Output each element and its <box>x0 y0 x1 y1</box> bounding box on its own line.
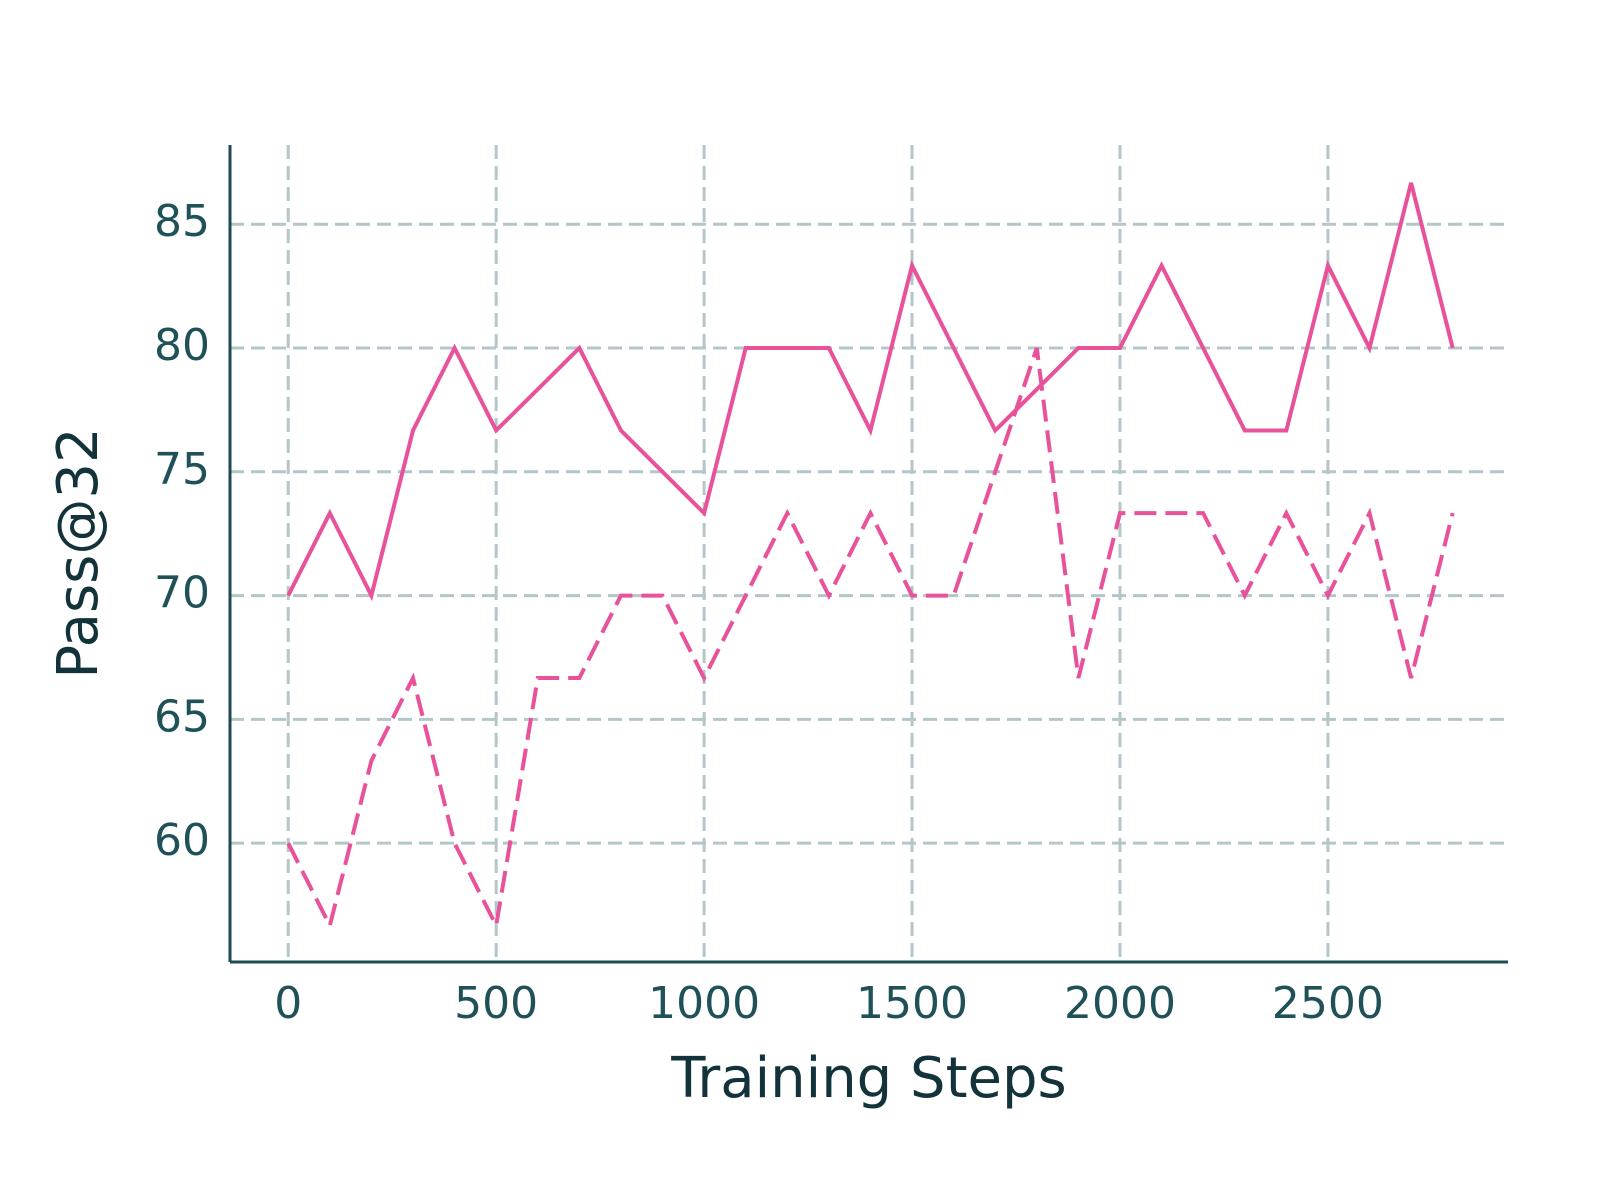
x-tick-label: 2500 <box>1272 978 1384 1029</box>
y-tick-label: 85 <box>154 196 210 247</box>
x-tick-label: 1000 <box>648 978 760 1029</box>
x-tick-label: 0 <box>274 978 302 1029</box>
series-line <box>286 182 1455 602</box>
y-tick-label: 60 <box>154 815 210 866</box>
series-line <box>286 347 1455 932</box>
x-tick-label: 500 <box>454 978 538 1029</box>
y-tick-label: 65 <box>154 691 210 742</box>
y-axis-label: Pass@32 <box>46 427 111 678</box>
x-axis-label: Training Steps <box>670 1046 1066 1111</box>
y-tick-label: 75 <box>154 444 210 495</box>
x-tick-label: 2000 <box>1064 978 1176 1029</box>
y-tick-label: 80 <box>154 320 210 371</box>
y-tick-label: 70 <box>154 568 210 619</box>
x-tick-label: 1500 <box>856 978 968 1029</box>
